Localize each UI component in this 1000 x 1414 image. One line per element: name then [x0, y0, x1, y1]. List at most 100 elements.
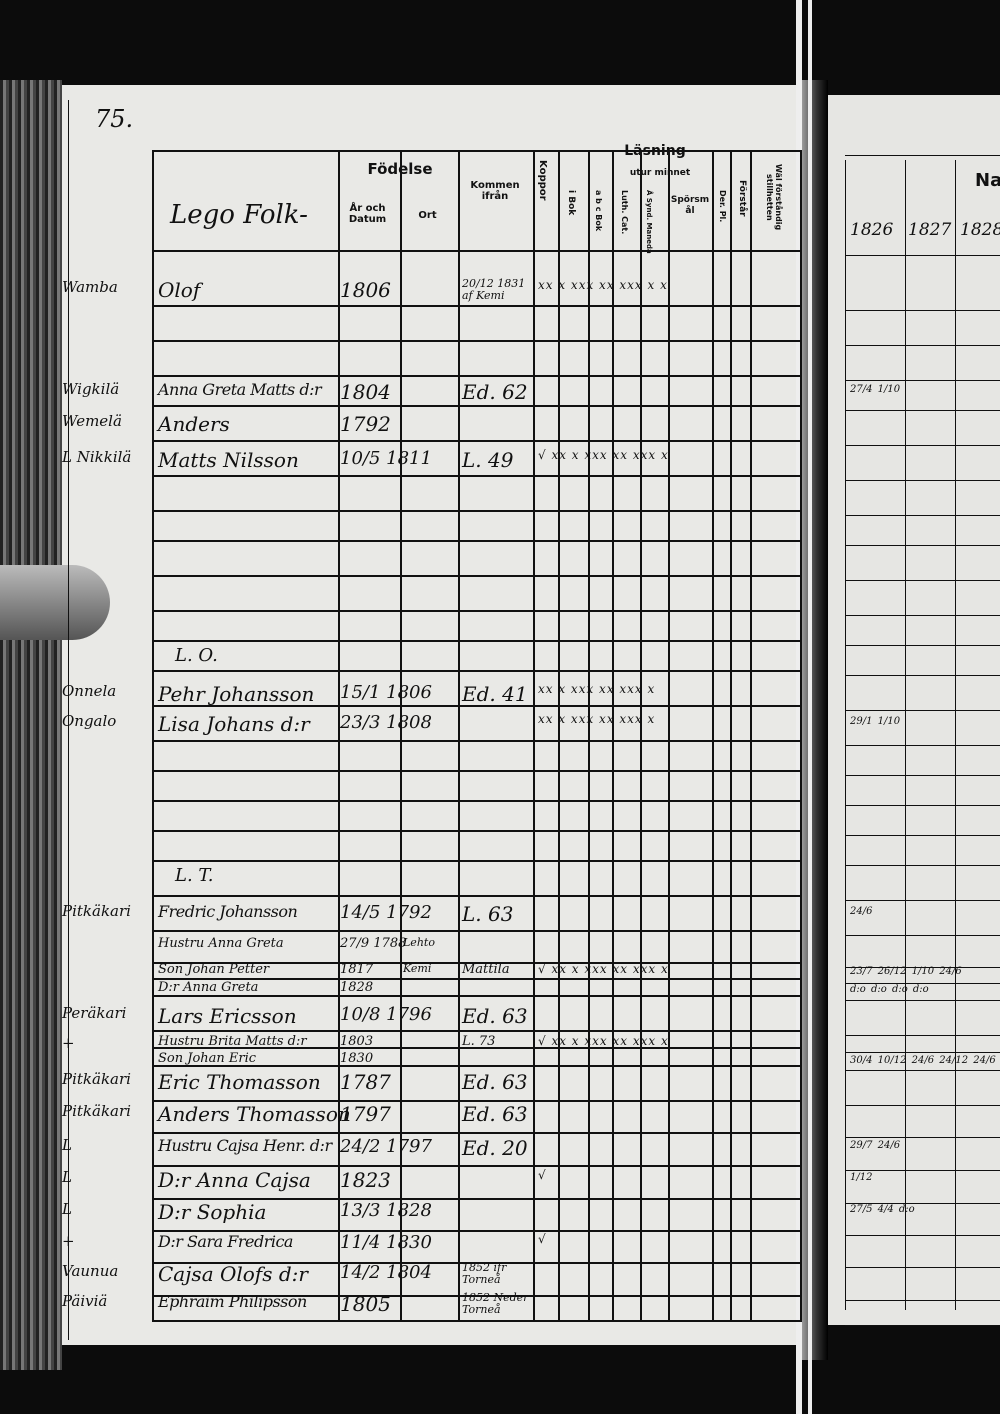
row-line: [845, 410, 1000, 411]
reading-marks: √: [538, 1168, 547, 1182]
row-line: [152, 475, 800, 477]
header-val-stalld: Wäl förståndig stillhetten: [765, 164, 783, 231]
yearly-mark: 30/4 10/12 24/6 24/12 24/6: [850, 1055, 996, 1066]
row-line: [845, 1300, 1000, 1301]
column-line: [800, 150, 802, 1322]
row-line: [845, 615, 1000, 616]
came-from: L. 49: [462, 448, 514, 472]
column-line: [730, 150, 732, 1322]
row-line: [152, 510, 800, 512]
birth-date: 1805: [340, 1292, 391, 1316]
birth-date: 1806: [340, 278, 391, 302]
reading-marks: xx x xxx xx xxx x x: [538, 278, 668, 292]
row-line: [152, 250, 800, 252]
came-from: 1852 ifr Torneå: [462, 1261, 507, 1286]
person-name: Cajsa Olofs d:r: [158, 1262, 308, 1286]
birth-date: 1787: [340, 1070, 391, 1094]
yearly-mark: 1/12: [850, 1172, 873, 1183]
person-name: Ephraim Philipsson: [158, 1292, 307, 1311]
header-utur-minnet: utur minnet: [629, 168, 691, 178]
came-from: L. 73: [462, 1034, 496, 1049]
row-line: [152, 930, 800, 932]
reading-marks: xx x xxx xx xxx x: [538, 712, 656, 726]
birth-date: 15/1 1806: [340, 682, 432, 703]
row-line: [845, 1325, 1000, 1326]
right-header: Na: [975, 170, 1000, 191]
birth-place: Lehto: [403, 936, 435, 949]
row-line: [845, 1203, 1000, 1204]
row-line: [152, 1132, 800, 1134]
yearly-mark: 27/5 4/4 d:o: [850, 1204, 915, 1215]
section-title: Lego Folk-: [170, 200, 308, 230]
person-name: Hustru Brita Matts d:r: [158, 1034, 307, 1049]
header-abc-bok: a b c Bok: [594, 190, 603, 232]
column-line: [400, 150, 402, 1322]
person-name: D:r Sophia: [158, 1200, 267, 1224]
came-from: Ed. 63: [462, 1004, 528, 1028]
row-line: [152, 440, 800, 442]
margin-line: [68, 100, 69, 1340]
header-kommen: Kommen ifrån: [470, 180, 520, 202]
came-from: 1852 Neder Torneå: [462, 1291, 529, 1316]
header-i-bok: i Bok: [566, 190, 576, 216]
village-name: +: [62, 1034, 75, 1052]
came-from: L. 63: [462, 902, 514, 926]
book-spine: [800, 80, 828, 1360]
row-line: [845, 1035, 1000, 1036]
header-forstar: Förstår: [737, 180, 747, 217]
row-line: [152, 405, 800, 407]
birth-date: 1823: [340, 1168, 391, 1192]
section-label: L. O.: [175, 645, 218, 666]
birth-date: 14/5 1792: [340, 902, 432, 923]
header-sporsmal: Spörsmål: [670, 195, 710, 216]
column-line: [558, 150, 560, 1322]
header-luth-cat: Luth. Cat.: [620, 190, 629, 235]
row-line: [152, 375, 800, 377]
birth-date: 10/8 1796: [340, 1004, 432, 1025]
header-synda: Å Synd. Maneda: [645, 190, 653, 254]
header-koppor: Koppor: [537, 160, 548, 201]
row-line: [152, 800, 800, 802]
column-line: [612, 150, 614, 1322]
came-from: 20/12 1831 af Kemi: [462, 277, 526, 302]
row-line: [152, 1230, 800, 1232]
row-line: [152, 770, 800, 772]
row-line: [845, 345, 1000, 346]
row-line: [845, 1267, 1000, 1268]
scan-edge: [796, 0, 802, 1414]
village-name: Pitkäkari: [62, 1070, 131, 1088]
row-line: [845, 935, 1000, 936]
yearly-mark: 29/1 1/10: [850, 716, 901, 727]
person-name: Hustru Cajsa Henr. d:r: [158, 1136, 332, 1155]
column-line: [845, 160, 846, 1310]
row-line: [845, 310, 1000, 311]
village-name: Peräkari: [62, 1004, 127, 1022]
row-line: [152, 1047, 800, 1049]
yearly-mark: 27/4 1/10: [850, 384, 901, 395]
reading-marks: √ xx x xxx xx xxx x: [538, 1034, 669, 1048]
row-line: [845, 983, 1000, 984]
birth-date: 1804: [340, 380, 391, 404]
row-line: [845, 480, 1000, 481]
row-line: [152, 830, 800, 832]
person-name: Lisa Johans d:r: [158, 712, 310, 736]
birth-place: Kemi: [403, 962, 432, 975]
row-line: [845, 805, 1000, 806]
row-line: [152, 895, 800, 897]
village-name: Päiviä: [62, 1292, 108, 1310]
column-line: [338, 150, 340, 1322]
row-line: [845, 1170, 1000, 1171]
person-name: Anders Thomasson: [158, 1102, 351, 1126]
birth-date: 1828: [340, 980, 374, 995]
left-page: [40, 85, 815, 1345]
column-line: [905, 160, 906, 1310]
person-name: D:r Anna Greta: [158, 980, 259, 995]
row-line: [845, 580, 1000, 581]
row-line: [152, 1030, 800, 1032]
reading-marks: xx x xxx xx xxx x: [538, 682, 656, 696]
row-line: [152, 1100, 800, 1102]
row-line: [845, 255, 1000, 256]
year-1828: 1828: [960, 220, 1000, 240]
row-line: [845, 645, 1000, 646]
person-name: D:r Sara Fredrica: [158, 1232, 293, 1251]
